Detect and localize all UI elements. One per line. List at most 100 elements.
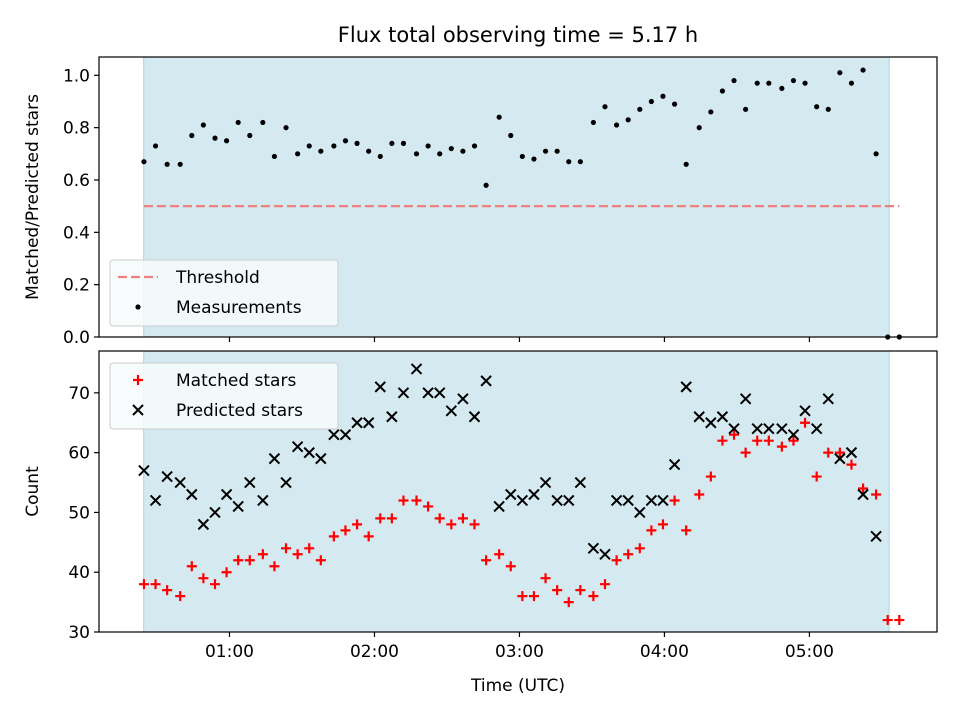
point: [860, 67, 866, 73]
point: [810, 423, 823, 435]
point: [494, 549, 505, 560]
point: [340, 525, 351, 536]
point: [575, 585, 586, 596]
point: [552, 585, 563, 596]
y-axis-label: Count: [23, 466, 43, 517]
point: [848, 80, 855, 86]
point: [577, 159, 583, 165]
point: [174, 476, 186, 489]
point: [740, 447, 751, 458]
point: [303, 446, 315, 459]
point: [280, 476, 292, 489]
point: [693, 411, 705, 423]
point: [505, 561, 516, 572]
point: [304, 543, 315, 554]
point: [209, 579, 220, 590]
point: [657, 519, 668, 530]
point: [471, 143, 478, 149]
point: [625, 117, 631, 123]
point: [508, 132, 514, 139]
legend-swatch: [135, 304, 141, 310]
y-tick-label: 30: [68, 623, 90, 643]
x-tick-label: 03:00: [495, 642, 544, 662]
point: [318, 148, 324, 154]
point: [799, 405, 811, 417]
point: [516, 494, 529, 507]
legend: Threshold Measurements: [109, 259, 339, 327]
point: [517, 591, 528, 602]
markers: [141, 67, 902, 340]
point: [563, 597, 574, 608]
point: [610, 494, 623, 507]
point: [362, 417, 375, 429]
point: [149, 494, 162, 507]
x-tick-label: 04:00: [640, 642, 689, 662]
point: [352, 519, 363, 530]
point: [587, 542, 600, 555]
point: [790, 77, 797, 84]
point: [613, 122, 620, 128]
point: [244, 476, 256, 489]
point: [235, 119, 241, 126]
point: [446, 519, 457, 530]
point: [331, 143, 337, 149]
point: [232, 500, 244, 513]
point: [776, 441, 787, 452]
point: [220, 488, 233, 501]
point: [434, 513, 445, 524]
point: [871, 489, 882, 500]
point: [645, 494, 658, 507]
y-tick-label: 0.8: [63, 119, 90, 139]
point: [162, 585, 173, 596]
point: [315, 555, 326, 566]
point: [386, 513, 397, 524]
y-tick-label: 1.0: [63, 66, 90, 86]
point: [763, 435, 774, 446]
point: [743, 106, 749, 112]
point: [531, 156, 537, 162]
point: [283, 125, 289, 131]
point: [483, 182, 489, 188]
point: [269, 561, 280, 572]
point: [366, 148, 372, 154]
point: [602, 104, 608, 110]
point: [413, 151, 420, 157]
point: [422, 387, 434, 399]
point: [752, 435, 763, 446]
panel-2: 30 40 50 60 70 Count 01:00 02:00 03:00 04:00 05:00…: [23, 350, 938, 662]
point: [175, 591, 186, 602]
point: [590, 119, 596, 126]
point: [634, 543, 645, 554]
point: [660, 93, 666, 99]
point: [306, 143, 312, 149]
point: [480, 375, 492, 387]
point: [161, 470, 173, 483]
point: [342, 138, 349, 144]
point: [411, 495, 422, 506]
point: [528, 488, 540, 501]
point: [186, 561, 197, 572]
point: [389, 140, 395, 146]
point: [873, 151, 879, 157]
point: [400, 140, 407, 146]
point: [186, 488, 198, 501]
axes-frame: [98, 56, 938, 338]
point: [646, 525, 657, 536]
point: [622, 494, 634, 507]
point: [719, 88, 726, 94]
point: [152, 143, 159, 149]
point: [705, 471, 716, 482]
point: [800, 417, 811, 428]
x-axis-label: Time (UTC): [470, 676, 565, 696]
point: [681, 525, 692, 536]
point: [634, 506, 646, 519]
point: [445, 405, 458, 417]
point: [779, 85, 785, 92]
point: [729, 429, 740, 440]
point: [150, 579, 161, 590]
legend-box: [109, 259, 339, 327]
point: [141, 159, 147, 165]
point: [669, 495, 680, 506]
point: [551, 494, 563, 507]
point: [563, 494, 575, 507]
